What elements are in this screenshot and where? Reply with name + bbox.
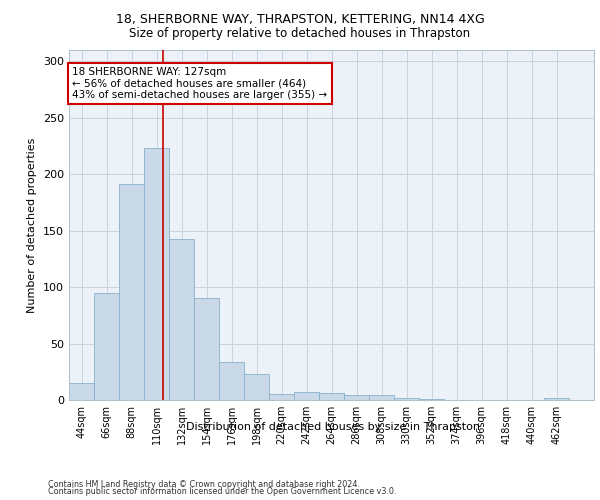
Text: Contains HM Land Registry data © Crown copyright and database right 2024.: Contains HM Land Registry data © Crown c… — [48, 480, 360, 489]
Bar — [169, 238, 194, 400]
Bar — [319, 393, 344, 400]
Text: 18, SHERBORNE WAY, THRAPSTON, KETTERING, NN14 4XG: 18, SHERBORNE WAY, THRAPSTON, KETTERING,… — [116, 12, 484, 26]
Bar — [294, 392, 319, 400]
Bar — [194, 298, 219, 400]
Y-axis label: Number of detached properties: Number of detached properties — [28, 138, 37, 312]
Bar — [394, 398, 419, 400]
Bar — [544, 398, 569, 400]
Bar — [344, 396, 369, 400]
Bar — [369, 396, 394, 400]
Text: Distribution of detached houses by size in Thrapston: Distribution of detached houses by size … — [186, 422, 480, 432]
Bar — [69, 383, 94, 400]
Bar — [269, 394, 294, 400]
Text: Size of property relative to detached houses in Thrapston: Size of property relative to detached ho… — [130, 28, 470, 40]
Text: 18 SHERBORNE WAY: 127sqm
← 56% of detached houses are smaller (464)
43% of semi-: 18 SHERBORNE WAY: 127sqm ← 56% of detach… — [73, 67, 328, 100]
Bar — [419, 399, 444, 400]
Text: Contains public sector information licensed under the Open Government Licence v3: Contains public sector information licen… — [48, 487, 397, 496]
Bar — [244, 374, 269, 400]
Bar — [119, 184, 144, 400]
Bar — [94, 292, 119, 400]
Bar — [144, 148, 169, 400]
Bar — [219, 362, 244, 400]
